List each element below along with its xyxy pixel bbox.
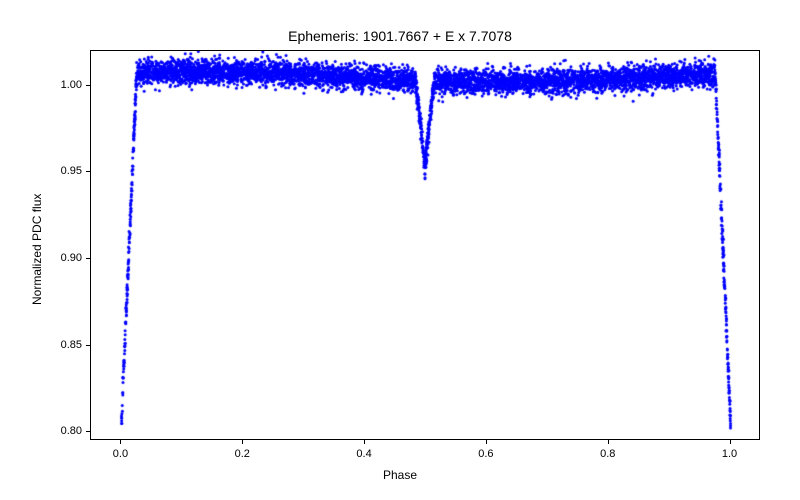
y-tick-label: 0.95 xyxy=(50,165,82,177)
y-tick xyxy=(86,431,90,432)
y-axis-label: Normalized PDC flux xyxy=(30,194,44,305)
x-axis-label: Phase xyxy=(0,468,800,482)
x-tick xyxy=(242,440,243,444)
x-tick xyxy=(730,440,731,444)
y-tick-label: 0.80 xyxy=(50,425,82,437)
plot-area xyxy=(90,50,760,440)
x-tick xyxy=(608,440,609,444)
x-tick xyxy=(120,440,121,444)
y-tick xyxy=(86,345,90,346)
y-tick xyxy=(86,258,90,259)
y-tick xyxy=(86,85,90,86)
y-tick xyxy=(86,171,90,172)
y-tick-label: 1.00 xyxy=(50,79,82,91)
y-tick-label: 0.85 xyxy=(50,339,82,351)
x-tick-label: 0.0 xyxy=(113,448,128,460)
x-tick xyxy=(364,440,365,444)
figure: Ephemeris: 1901.7667 + E x 7.7078 Phase … xyxy=(0,0,800,500)
scatter-canvas xyxy=(91,51,761,441)
y-tick-label: 0.90 xyxy=(50,252,82,264)
x-tick-label: 0.4 xyxy=(356,448,371,460)
x-tick-label: 1.0 xyxy=(722,448,737,460)
chart-title: Ephemeris: 1901.7667 + E x 7.7078 xyxy=(0,28,800,44)
x-tick xyxy=(486,440,487,444)
x-tick-label: 0.8 xyxy=(600,448,615,460)
x-tick-label: 0.2 xyxy=(235,448,250,460)
x-tick-label: 0.6 xyxy=(478,448,493,460)
